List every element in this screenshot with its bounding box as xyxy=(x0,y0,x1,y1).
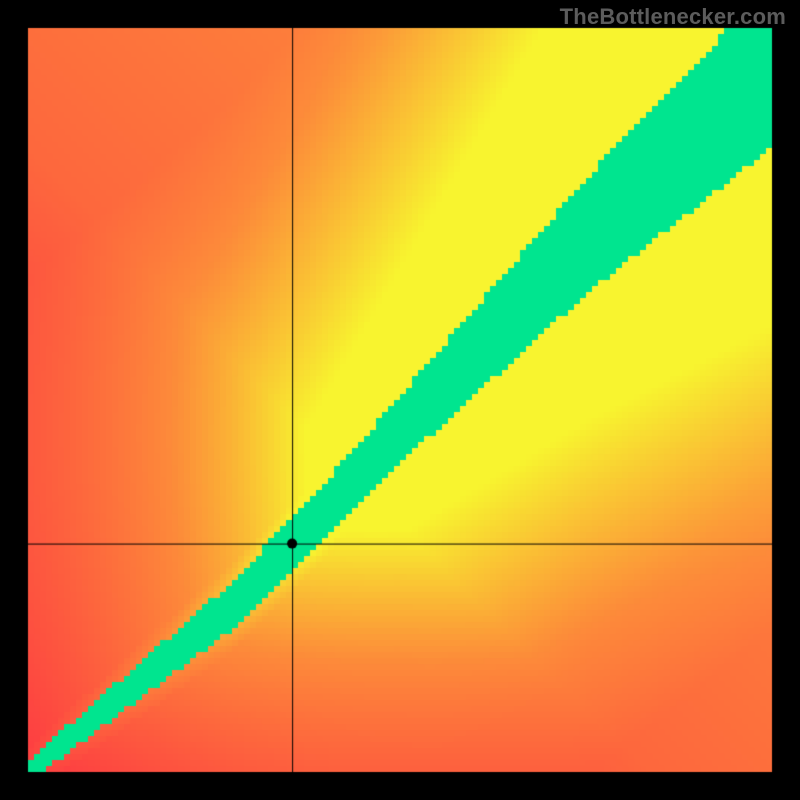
watermark-text: TheBottlenecker.com xyxy=(560,4,786,30)
bottleneck-heatmap xyxy=(0,0,800,800)
chart-container: TheBottlenecker.com xyxy=(0,0,800,800)
